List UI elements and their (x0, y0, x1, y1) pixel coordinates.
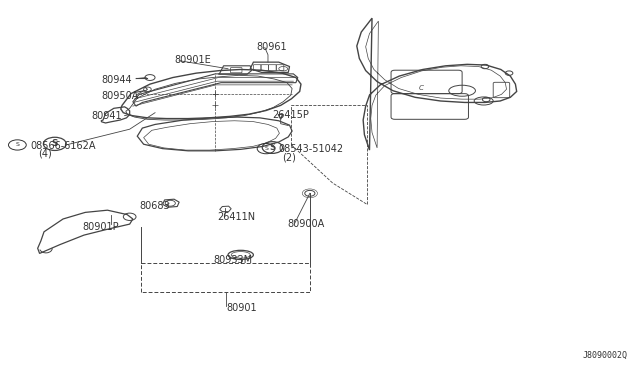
Text: 80900A: 80900A (287, 219, 324, 230)
Text: (2): (2) (282, 153, 296, 163)
Text: 08543-51042: 08543-51042 (279, 144, 344, 154)
Text: 80944: 80944 (101, 75, 132, 85)
Text: 80901P: 80901P (82, 222, 118, 232)
Text: 80961: 80961 (257, 42, 287, 52)
Text: 80901E: 80901E (174, 55, 211, 65)
Text: (4): (4) (38, 149, 51, 159)
Text: 26411N: 26411N (217, 212, 255, 222)
Text: 08566-6162A: 08566-6162A (30, 141, 95, 151)
Text: S: S (269, 143, 275, 152)
Text: S: S (52, 140, 58, 148)
Text: 26415P: 26415P (273, 109, 309, 119)
Text: 80950A: 80950A (101, 91, 138, 101)
Text: C: C (419, 85, 424, 91)
Text: 80901: 80901 (226, 303, 257, 312)
Text: 80683: 80683 (139, 201, 170, 211)
Text: 80941: 80941 (92, 111, 122, 121)
Text: 80933M: 80933M (213, 255, 253, 265)
Text: S: S (15, 142, 19, 147)
Text: S: S (264, 146, 268, 151)
Text: J8090002Q: J8090002Q (582, 351, 628, 360)
